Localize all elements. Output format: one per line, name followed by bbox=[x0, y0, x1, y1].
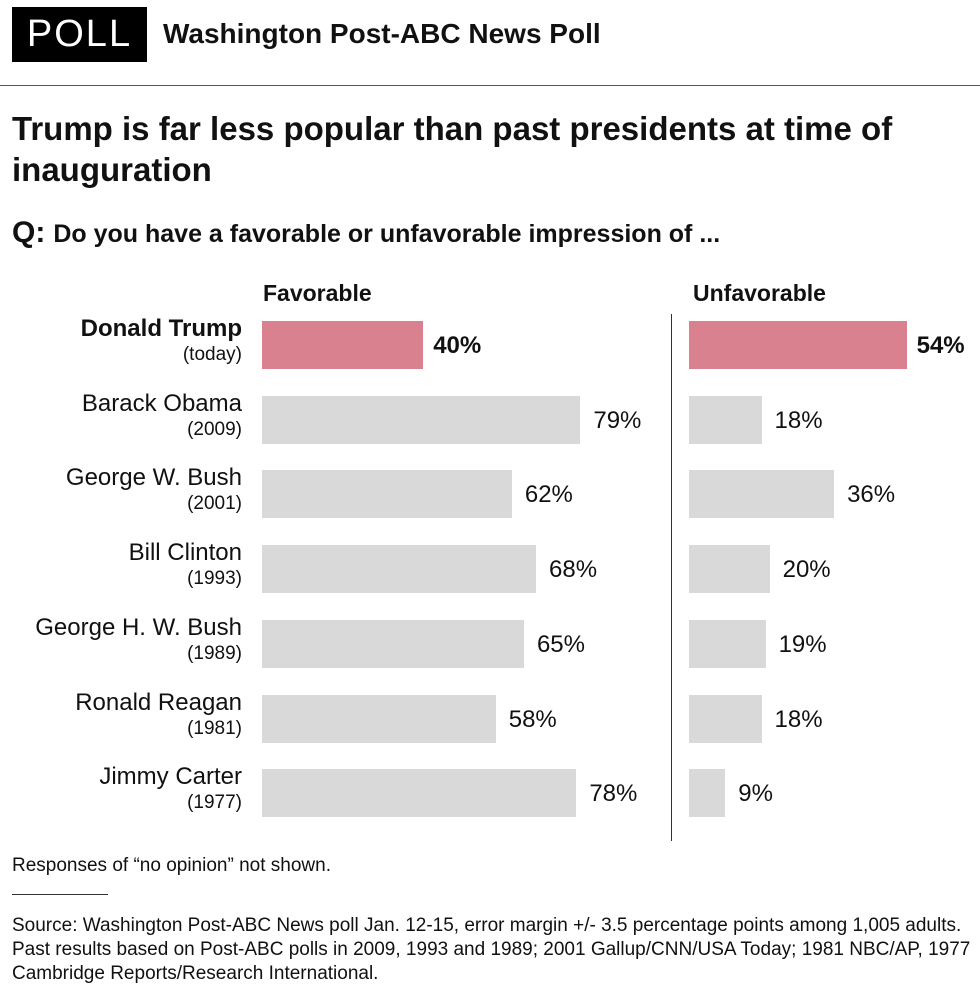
favorable-value-label: 62% bbox=[524, 481, 573, 509]
unfavorable-value-label: 19% bbox=[778, 630, 827, 658]
unfavorable-bar bbox=[689, 545, 770, 594]
unfavorable-bar bbox=[689, 619, 766, 668]
category-year: (1993) bbox=[187, 568, 242, 590]
unfavorable-value-label: 20% bbox=[782, 556, 831, 584]
category-name: Barack Obama bbox=[81, 389, 242, 417]
favorable-value-label: 78% bbox=[589, 780, 638, 808]
chart-title: Trump is far less popular than past pres… bbox=[12, 110, 893, 188]
footnote-rule bbox=[12, 894, 108, 895]
unfavorable-value-label: 36% bbox=[847, 481, 896, 509]
unfavorable-value-label: 18% bbox=[774, 705, 823, 733]
category-name: Jimmy Carter bbox=[99, 763, 242, 791]
source-note: Source: Washington Post-ABC News poll Ja… bbox=[12, 915, 971, 984]
unfavorable-bar bbox=[689, 321, 907, 369]
category-name: George H. W. Bush bbox=[35, 613, 242, 641]
favorable-bar bbox=[262, 470, 512, 519]
category-year: (today) bbox=[182, 344, 242, 365]
question-prefix: Q: bbox=[12, 216, 46, 249]
category-name: Ronald Reagan bbox=[75, 688, 242, 716]
favorable-header: Favorable bbox=[263, 280, 372, 306]
brand-title: Washington Post-ABC News Poll bbox=[163, 18, 601, 49]
favorable-value-label: 79% bbox=[593, 406, 642, 434]
favorable-bar bbox=[262, 769, 577, 818]
unfavorable-bar bbox=[689, 694, 762, 743]
category-year: (1981) bbox=[187, 717, 242, 739]
favorable-value-label: 68% bbox=[549, 556, 598, 584]
favorable-bar bbox=[262, 395, 581, 444]
favorable-bar bbox=[262, 694, 496, 743]
unfavorable-bar bbox=[689, 769, 726, 818]
category-name: Donald Trump bbox=[80, 315, 242, 342]
category-year: (1977) bbox=[187, 792, 242, 814]
unfavorable-value-label: 9% bbox=[738, 780, 773, 808]
category-name: George W. Bush bbox=[65, 464, 242, 492]
category-year: (2009) bbox=[187, 418, 242, 440]
favorable-value-label: 40% bbox=[433, 332, 482, 359]
column-divider bbox=[671, 314, 672, 841]
question-text: Do you have a favorable or unfavorable i… bbox=[53, 220, 721, 248]
category-year: (1989) bbox=[187, 642, 242, 664]
unfavorable-value-label: 54% bbox=[916, 332, 965, 359]
unfavorable-bar bbox=[689, 470, 835, 519]
question: Q: Do you have a favorable or unfavorable… bbox=[12, 216, 720, 250]
unfavorable-value-label: 18% bbox=[774, 406, 823, 434]
favorable-value-label: 58% bbox=[508, 705, 557, 733]
category-name: Bill Clinton bbox=[128, 539, 242, 567]
unfavorable-header: Unfavorable bbox=[693, 280, 826, 306]
favorable-value-label: 65% bbox=[536, 630, 585, 658]
footnote: Responses of “no opinion” not shown. bbox=[12, 855, 331, 876]
favorable-bar bbox=[262, 619, 524, 668]
header-rule bbox=[0, 85, 980, 86]
unfavorable-bar bbox=[689, 395, 762, 444]
favorable-bar bbox=[262, 321, 424, 369]
poll-badge: POLL bbox=[12, 7, 147, 62]
category-year: (2001) bbox=[187, 493, 242, 515]
favorable-bar bbox=[262, 545, 537, 594]
